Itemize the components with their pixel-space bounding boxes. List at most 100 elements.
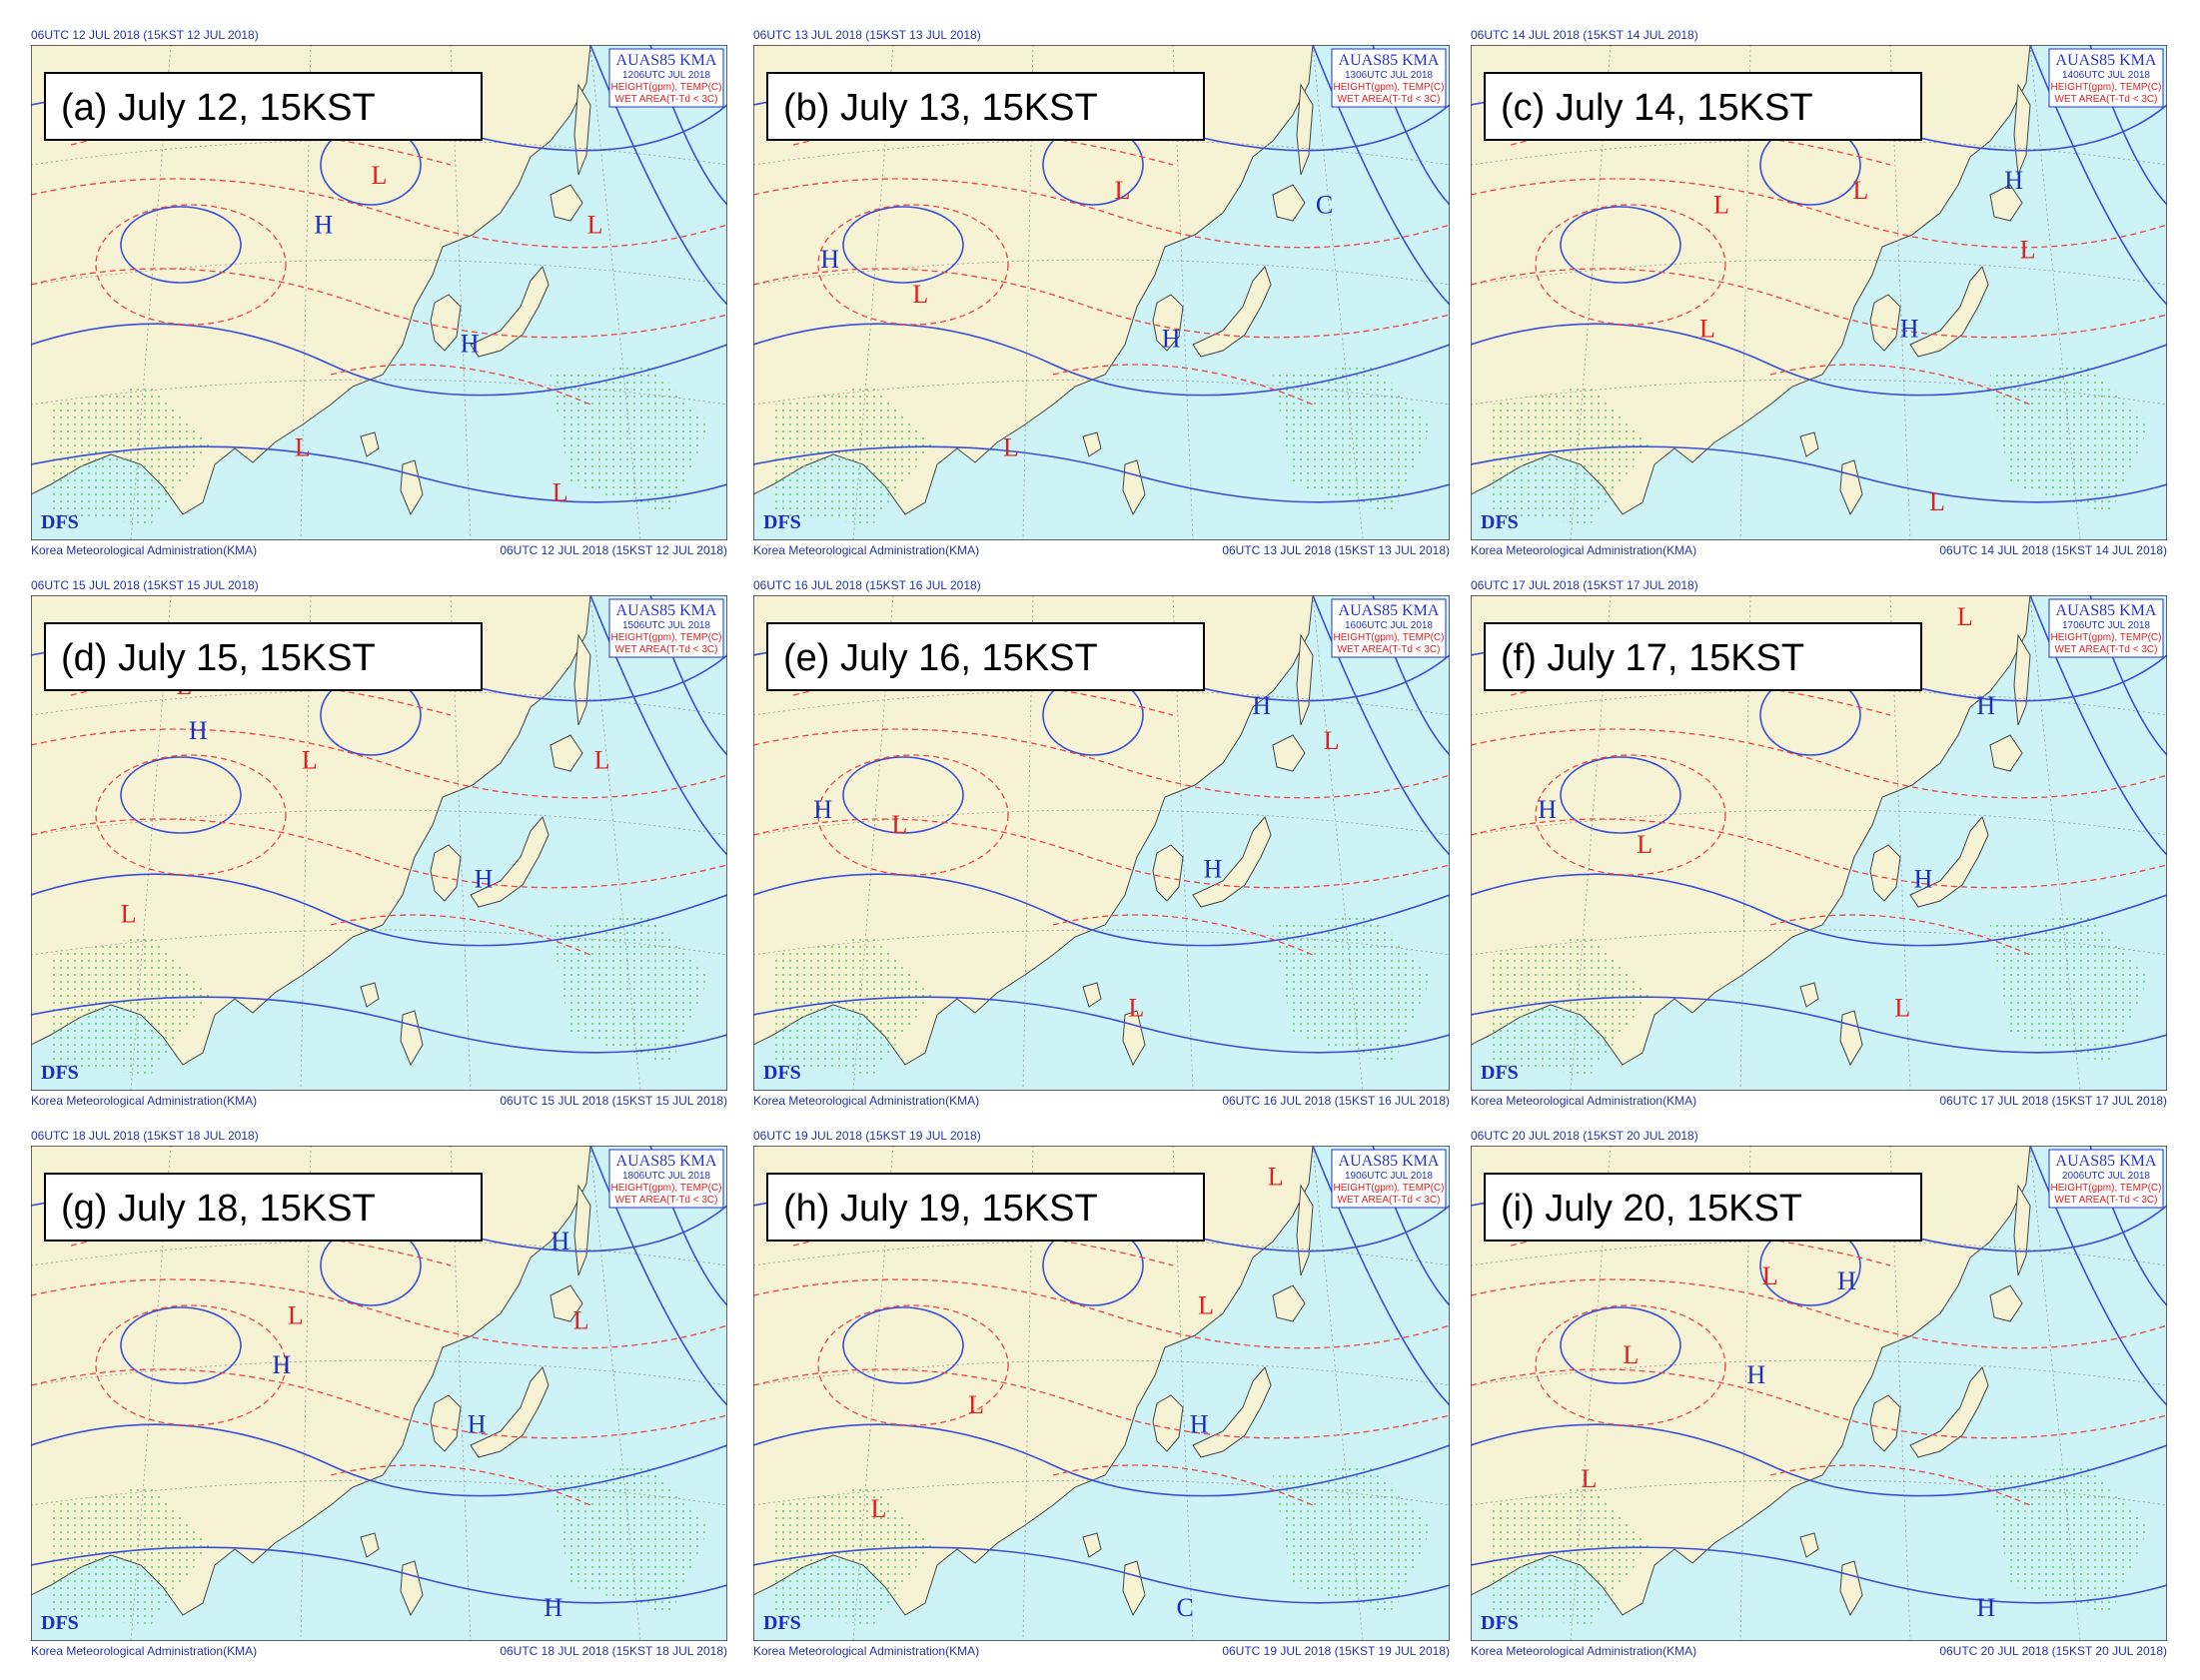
map-footer: 06UTC 16 JUL 2018 (15KST 16 JUL 2018) xyxy=(1222,1094,1450,1108)
logo: DFS xyxy=(763,511,801,533)
legend-line: HEIGHT(gpm), TEMP(C) xyxy=(611,632,722,643)
pressure-system: H xyxy=(820,245,839,274)
weather-map-panel: 06UTC 18 JUL 2018 (15KST 18 JUL 2018) L H H… xyxy=(31,1129,727,1658)
legend-line: HEIGHT(gpm), TEMP(C) xyxy=(1334,1183,1445,1194)
pressure-system: L xyxy=(288,1301,304,1330)
panel-label: (g) July 18, 15KST xyxy=(61,1188,376,1230)
logo: DFS xyxy=(41,1062,79,1084)
product-name: AUAS85 KMA xyxy=(2056,602,2157,619)
pressure-system: L xyxy=(594,746,610,775)
panel-label-box xyxy=(1484,72,1922,141)
panel-label: (c) July 14, 15KST xyxy=(1501,87,1813,129)
pressure-system: L xyxy=(121,899,137,928)
pressure-system: H xyxy=(813,795,832,824)
agency: Korea Meteorological Administration(KMA) xyxy=(1471,543,1696,557)
pressure-system: L xyxy=(295,433,311,462)
valid-time: 1606UTC JUL 2018 xyxy=(1345,620,1433,631)
valid-time: 1206UTC JUL 2018 xyxy=(622,70,710,81)
legend-line: HEIGHT(gpm), TEMP(C) xyxy=(2051,1183,2162,1194)
pressure-system: L xyxy=(573,1306,589,1335)
legend-line: WET AREA(T-Td < 3C) xyxy=(2055,644,2158,655)
map-footer: 06UTC 14 JUL 2018 (15KST 14 JUL 2018) xyxy=(1939,543,2167,557)
panel-label: (h) July 19, 15KST xyxy=(783,1188,1098,1230)
product-box xyxy=(1331,1149,1447,1209)
panel-label: (a) July 12, 15KST xyxy=(61,87,376,129)
agency: Korea Meteorological Administration(KMA) xyxy=(31,543,257,557)
map-footer: 06UTC 17 JUL 2018 (15KST 17 JUL 2018) xyxy=(1939,1094,2167,1108)
weather-map-panel: 06UTC 16 JUL 2018 (15KST 16 JUL 2018) H L H… xyxy=(753,578,1450,1108)
pressure-system: L xyxy=(1582,1464,1598,1493)
legend-line: WET AREA(T-Td < 3C) xyxy=(1338,94,1441,105)
product-name: AUAS85 KMA xyxy=(2056,1153,2157,1170)
pressure-system: H xyxy=(1914,865,1933,894)
pressure-system: H xyxy=(1162,325,1181,354)
pressure-system: H xyxy=(461,330,480,359)
pressure-system: L xyxy=(1623,1340,1639,1369)
map-footer: 06UTC 12 JUL 2018 (15KST 12 JUL 2018) xyxy=(500,543,727,557)
weather-map-panel: 06UTC 19 JUL 2018 (15KST 19 JUL 2018) L L L… xyxy=(753,1129,1450,1658)
legend-line: HEIGHT(gpm), TEMP(C) xyxy=(2051,632,2162,643)
pressure-system: L xyxy=(2020,235,2036,264)
pressure-system: L xyxy=(871,1494,887,1523)
weather-map-panel: 06UTC 14 JUL 2018 (15KST 14 JUL 2018) L L H… xyxy=(1471,28,2167,557)
pressure-system: L xyxy=(1852,176,1868,205)
product-box xyxy=(608,1149,724,1209)
legend-line: WET AREA(T-Td < 3C) xyxy=(615,1195,718,1206)
legend-line: HEIGHT(gpm), TEMP(C) xyxy=(611,1183,722,1194)
legend-line: WET AREA(T-Td < 3C) xyxy=(1338,644,1441,655)
valid-time: 1406UTC JUL 2018 xyxy=(2062,70,2150,81)
legend-line: HEIGHT(gpm), TEMP(C) xyxy=(1334,632,1445,643)
pressure-system: H xyxy=(1204,855,1223,884)
panel-label: (b) July 13, 15KST xyxy=(783,87,1098,129)
map-footer: 06UTC 20 JUL 2018 (15KST 20 JUL 2018) xyxy=(1939,1644,2167,1658)
valid-time: 1506UTC JUL 2018 xyxy=(622,620,710,631)
pressure-system: L xyxy=(1762,1261,1778,1290)
logo: DFS xyxy=(1481,1062,1519,1084)
pressure-system: H xyxy=(550,1227,569,1256)
map-header: 06UTC 16 JUL 2018 (15KST 16 JUL 2018) xyxy=(753,578,981,592)
pressure-system: L xyxy=(302,746,318,775)
panel-label-box xyxy=(44,622,483,691)
pressure-system: H xyxy=(468,1410,487,1439)
pressure-system: C xyxy=(1176,1593,1193,1622)
map-header: 06UTC 19 JUL 2018 (15KST 19 JUL 2018) xyxy=(753,1129,981,1143)
pressure-system: C xyxy=(1316,191,1333,220)
map-footer: 06UTC 19 JUL 2018 (15KST 19 JUL 2018) xyxy=(1222,1644,1450,1658)
valid-time: 1306UTC JUL 2018 xyxy=(1345,70,1433,81)
pressure-system: L xyxy=(1699,315,1715,344)
product-name: AUAS85 KMA xyxy=(616,52,717,69)
map-header: 06UTC 13 JUL 2018 (15KST 13 JUL 2018) xyxy=(753,28,981,42)
weather-map-panel: 06UTC 15 JUL 2018 (15KST 15 JUL 2018) L H L… xyxy=(31,578,727,1108)
map-header: 06UTC 12 JUL 2018 (15KST 12 JUL 2018) xyxy=(31,28,259,42)
legend-line: WET AREA(T-Td < 3C) xyxy=(2055,94,2158,105)
map-header: 06UTC 17 JUL 2018 (15KST 17 JUL 2018) xyxy=(1471,578,1698,592)
panel-label-box xyxy=(1484,622,1922,691)
legend-line: HEIGHT(gpm), TEMP(C) xyxy=(2051,82,2162,93)
agency: Korea Meteorological Administration(KMA) xyxy=(753,1094,979,1108)
panel-label: (e) July 16, 15KST xyxy=(783,637,1098,679)
product-name: AUAS85 KMA xyxy=(1339,1153,1440,1170)
pressure-system: H xyxy=(314,210,333,239)
pressure-system: H xyxy=(1976,691,1995,720)
agency: Korea Meteorological Administration(KMA) xyxy=(753,543,979,557)
logo: DFS xyxy=(1481,511,1519,533)
pressure-system: L xyxy=(891,810,907,839)
panel-label: (d) July 15, 15KST xyxy=(61,637,376,679)
panel-label-box xyxy=(766,1173,1205,1242)
pressure-system: L xyxy=(1114,176,1130,205)
valid-time: 1906UTC JUL 2018 xyxy=(1345,1171,1433,1182)
pressure-system: L xyxy=(1003,433,1019,462)
panel-label: (f) July 17, 15KST xyxy=(1501,637,1804,679)
product-name: AUAS85 KMA xyxy=(1339,602,1440,619)
map-footer: 06UTC 18 JUL 2018 (15KST 18 JUL 2018) xyxy=(500,1644,727,1658)
logo: DFS xyxy=(41,1612,79,1634)
agency: Korea Meteorological Administration(KMA) xyxy=(753,1644,979,1658)
pressure-system: L xyxy=(912,280,928,309)
pressure-system: H xyxy=(1190,1410,1209,1439)
product-box xyxy=(608,48,724,108)
weather-map-panel: 06UTC 20 JUL 2018 (15KST 20 JUL 2018) L H L… xyxy=(1471,1129,2167,1658)
pressure-system: L xyxy=(1929,487,1945,516)
legend-line: WET AREA(T-Td < 3C) xyxy=(1338,1195,1441,1206)
pressure-system: H xyxy=(2004,166,2023,195)
